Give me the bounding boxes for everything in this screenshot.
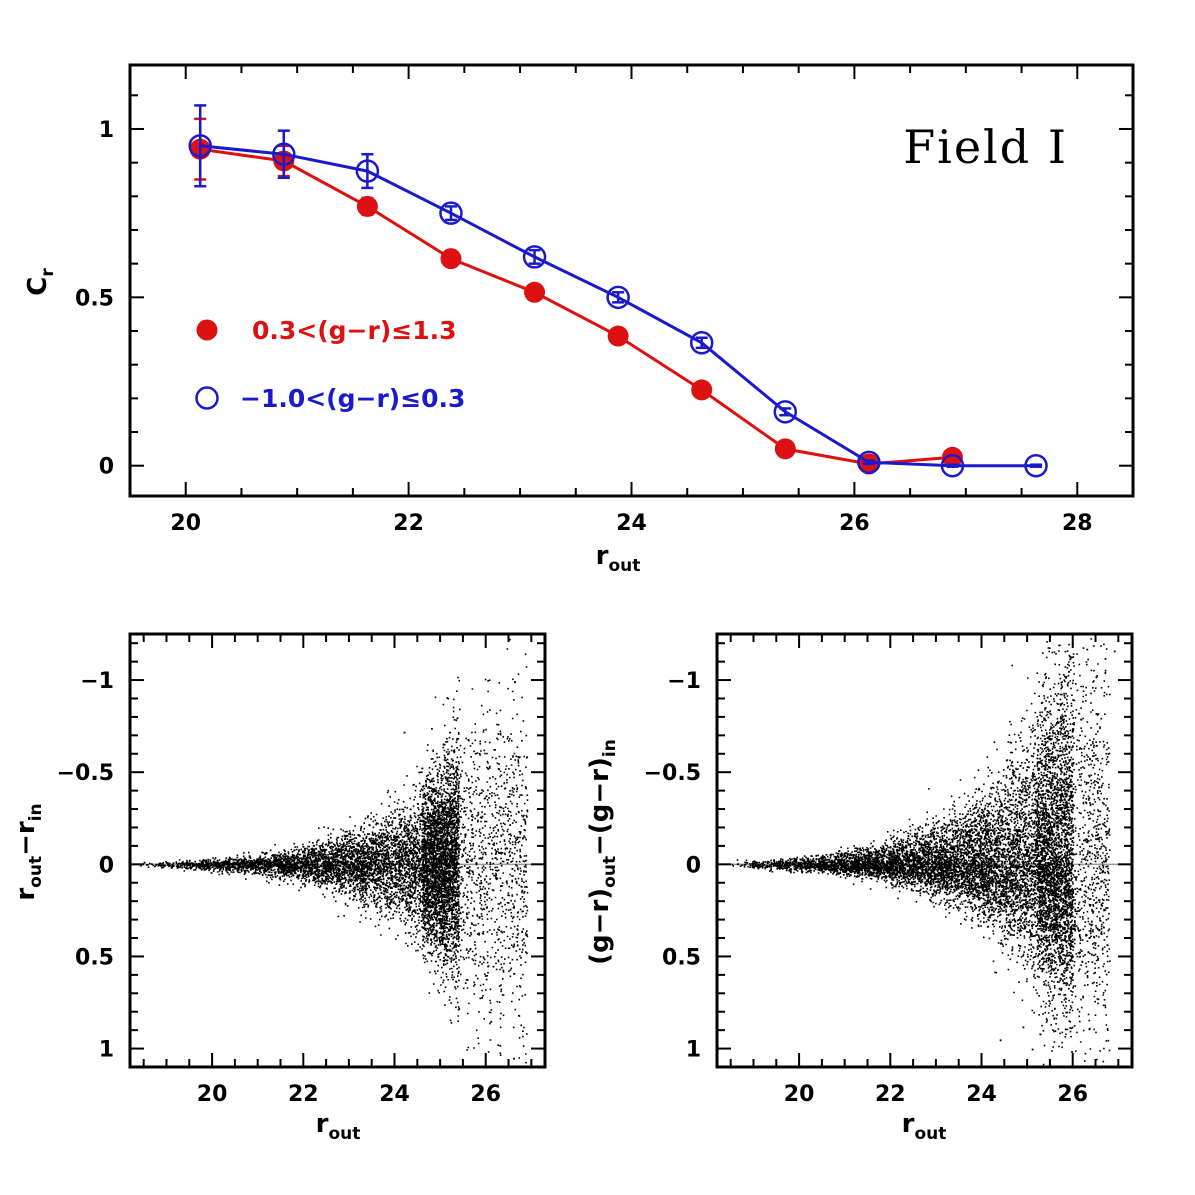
magnitude-difference-x-tick-label: 22	[288, 1082, 319, 1107]
red-series-point	[691, 379, 713, 401]
magnitude-difference-x-tick-label: 24	[379, 1082, 410, 1107]
field-annotation: Field I	[903, 120, 1068, 174]
blue-series-point	[439, 201, 463, 225]
magnitude-difference-y-tick-label: 0.5	[75, 945, 114, 970]
color-difference-y-tick-label: 0	[686, 853, 701, 878]
magnitude-difference-y-tick-label: 0	[99, 853, 114, 878]
legend-label-blue-series: −1.0<(g−r)≤0.3	[240, 384, 465, 413]
color-difference-y-tick-label: 1	[686, 1038, 701, 1063]
completeness-y-tick-label: 0	[99, 455, 114, 480]
color-difference-x-tick-label: 20	[784, 1082, 815, 1107]
completeness-y-axis-title-base: C	[23, 277, 53, 296]
color-difference-tick-labels: 20 22 24 26 −1 −0.5 0 0.5 1	[644, 669, 1088, 1107]
blue-series-point	[689, 331, 714, 355]
completeness-series	[188, 104, 1048, 478]
color-difference-y-axis-title-part2: −(g−r)	[585, 757, 615, 856]
completeness-x-tick-label: 24	[616, 511, 647, 536]
magnitude-difference-tick-labels: 20 22 24 26 −1 −0.5 0 0.5 1	[57, 669, 501, 1107]
completeness-tick-labels: 20 22 24 26 28 0 0.5 1	[75, 118, 1093, 536]
completeness-x-tick-label: 20	[170, 511, 201, 536]
color-difference-x-tick-label: 26	[1057, 1082, 1088, 1107]
color-difference-x-axis-title-sub: out	[914, 1124, 946, 1144]
magnitude-difference-y-axis-title-part2-sub: in	[26, 803, 46, 821]
magnitude-difference-y-tick-label: −1	[80, 669, 114, 694]
red-series-point	[774, 438, 796, 460]
blue-series-point	[522, 245, 547, 269]
magnitude-difference-x-axis-title-base: r	[316, 1109, 329, 1139]
completeness-x-tick-label: 22	[393, 511, 424, 536]
completeness-x-axis-title: rout	[596, 541, 641, 576]
color-difference-y-axis-title-part1: (g−r)	[585, 888, 615, 965]
magnitude-difference-ticks	[130, 634, 545, 1067]
completeness-x-tick-label: 26	[839, 511, 870, 536]
magnitude-difference-y-tick-label: −0.5	[57, 761, 114, 786]
color-difference-y-axis-title-part1-sub: out	[600, 856, 620, 888]
color-difference-x-tick-label: 24	[966, 1082, 997, 1107]
blue-series-line	[200, 144, 1036, 468]
completeness-ticks	[130, 65, 1133, 496]
red-series-point	[607, 325, 629, 347]
color-difference-x-tick-label: 22	[875, 1082, 906, 1107]
blue-series-point	[940, 453, 965, 478]
color-difference-scatter-points	[731, 634, 1116, 1067]
blue-series-point	[773, 400, 798, 424]
magnitude-difference-y-axis-title-part1: r	[11, 888, 41, 901]
color-difference-y-tick-label: −0.5	[644, 761, 701, 786]
completeness-x-axis-title-base: r	[596, 541, 609, 571]
completeness-y-tick-label: 0.5	[75, 286, 114, 311]
color-difference-x-axis-title: rout	[902, 1109, 947, 1144]
color-difference-points	[731, 634, 1116, 1067]
completeness-x-tick-label: 28	[1062, 511, 1093, 536]
blue-series-point	[272, 142, 296, 166]
magnitude-difference-scatter-points	[138, 638, 529, 1067]
color-difference-x-axis-title-base: r	[902, 1109, 915, 1139]
blue-series-point	[355, 159, 380, 183]
red-series-point	[356, 195, 378, 217]
magnitude-difference-panel: 20 22 24 26−1−0.500.51 rout rout−rin	[11, 632, 547, 1144]
legend-label-red-series: 0.3<(g−r)≤1.3	[252, 316, 457, 345]
magnitude-difference-y-axis-title: rout−rin	[11, 803, 46, 900]
completeness-y-axis-title-sub: r	[38, 268, 58, 277]
red-series-point	[941, 446, 963, 468]
blue-series-point	[1024, 453, 1048, 478]
legend: 0.3<(g−r)≤1.3 −1.0<(g−r)≤0.3	[195, 316, 465, 413]
magnitude-difference-plot-frame	[128, 632, 547, 1069]
color-difference-y-axis-title-part2-sub: in	[600, 739, 620, 757]
magnitude-difference-x-tick-label: 26	[470, 1082, 501, 1107]
completeness-y-tick-label: 1	[99, 118, 114, 143]
completeness-x-axis-title-sub: out	[608, 556, 640, 576]
color-difference-panel: 20 22 24 26−1−0.500.51 rout (g−r)out−(g−r)i…	[585, 632, 1134, 1144]
magnitude-difference-points	[138, 638, 529, 1067]
magnitude-difference-x-tick-label: 20	[197, 1082, 228, 1107]
blue-series-point	[606, 285, 630, 310]
color-difference-y-tick-label: 0.5	[662, 945, 701, 970]
legend-marker-blue-series	[195, 386, 219, 410]
color-difference-ticks	[717, 634, 1132, 1067]
color-difference-y-axis-title: (g−r)out−(g−r)in	[585, 739, 620, 965]
color-difference-plot-frame	[715, 632, 1134, 1069]
legend-marker-red-series	[196, 319, 218, 341]
blue-series-point	[857, 450, 881, 475]
magnitude-difference-y-axis-title-part1-sub: out	[26, 856, 46, 888]
magnitude-difference-y-tick-label: 1	[99, 1038, 114, 1063]
completeness-y-axis-title: Cr	[23, 268, 58, 296]
blue-series-point	[188, 134, 212, 158]
red-series-point	[440, 248, 462, 270]
color-difference-y-tick-label: −1	[667, 669, 701, 694]
red-series-line	[199, 147, 953, 466]
magnitude-difference-x-axis-title: rout	[316, 1109, 361, 1144]
magnitude-difference-y-axis-title-part2: −r	[11, 821, 41, 856]
magnitude-difference-x-axis-title-sub: out	[328, 1124, 360, 1144]
red-series-point	[524, 281, 546, 303]
completeness-panel: 20 22 24 26 28 0 0.5 1 Field I 0.3<(g−r)≤1.3 −1…	[23, 63, 1135, 576]
